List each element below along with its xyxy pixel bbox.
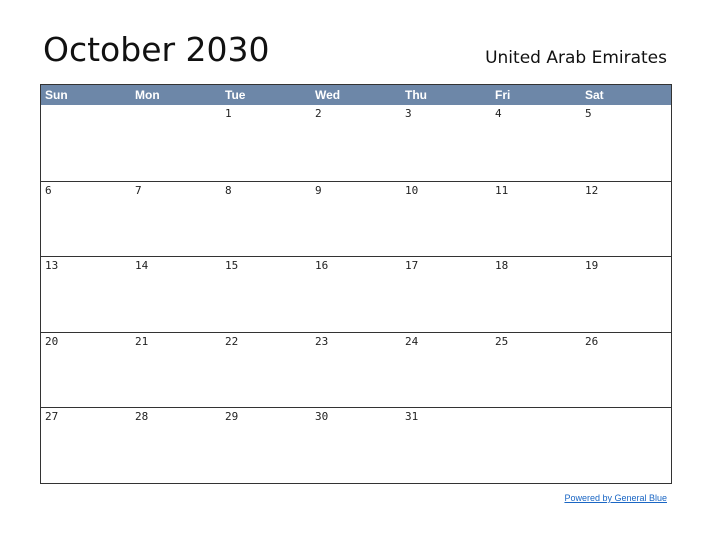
week-row-3: 13 14 15 16 17 18 19 bbox=[41, 256, 671, 332]
calendar-grid: Sun Mon Tue Wed Thu Fri Sat 1 2 3 4 5 6 … bbox=[40, 84, 672, 484]
day-cell: 6 bbox=[41, 182, 131, 257]
weekday-thu: Thu bbox=[405, 88, 427, 102]
day-cell: 2 bbox=[311, 105, 401, 181]
day-cell: 27 bbox=[41, 408, 131, 483]
day-cell: 26 bbox=[581, 333, 671, 408]
day-number: 25 bbox=[495, 334, 509, 348]
weekday-sat: Sat bbox=[585, 88, 604, 102]
day-cell: 22 bbox=[221, 333, 311, 408]
day-cell bbox=[491, 408, 581, 483]
day-number: 17 bbox=[405, 259, 419, 273]
day-number: 22 bbox=[225, 334, 239, 348]
day-cell: 12 bbox=[581, 182, 671, 257]
day-number: 16 bbox=[315, 259, 329, 273]
calendar-title: October 2030 bbox=[43, 30, 270, 69]
week-row-4: 20 21 22 23 24 25 26 bbox=[41, 331, 671, 408]
day-cell: 11 bbox=[491, 182, 581, 257]
week-row-2: 6 7 8 9 10 11 12 bbox=[41, 180, 671, 257]
day-cell: 14 bbox=[131, 257, 221, 332]
day-cell: 7 bbox=[131, 182, 221, 257]
day-number: 11 bbox=[495, 183, 509, 197]
day-cell bbox=[131, 105, 221, 181]
day-number: 7 bbox=[135, 183, 142, 197]
day-number: 29 bbox=[225, 410, 239, 424]
day-cell: 21 bbox=[131, 333, 221, 408]
day-cell: 16 bbox=[311, 257, 401, 332]
day-cell: 25 bbox=[491, 333, 581, 408]
weekday-mon: Mon bbox=[135, 88, 160, 102]
day-number: 24 bbox=[405, 334, 419, 348]
day-number: 13 bbox=[45, 259, 59, 273]
day-cell: 31 bbox=[401, 408, 491, 483]
day-number: 5 bbox=[585, 107, 592, 120]
day-number: 4 bbox=[495, 107, 502, 120]
day-cell: 9 bbox=[311, 182, 401, 257]
day-number: 3 bbox=[405, 107, 412, 120]
day-number: 8 bbox=[225, 183, 232, 197]
day-number: 2 bbox=[315, 107, 322, 120]
day-cell: 13 bbox=[41, 257, 131, 332]
day-cell: 17 bbox=[401, 257, 491, 332]
week-row-1: 1 2 3 4 5 bbox=[41, 105, 671, 181]
day-number: 27 bbox=[45, 410, 59, 424]
day-number: 9 bbox=[315, 183, 322, 197]
day-cell: 29 bbox=[221, 408, 311, 483]
powered-by-link[interactable]: Powered by General Blue bbox=[564, 493, 667, 503]
day-cell: 28 bbox=[131, 408, 221, 483]
weeks-container: 1 2 3 4 5 6 7 8 9 10 11 12 13 14 15 16 1… bbox=[41, 105, 671, 483]
day-cell: 1 bbox=[221, 105, 311, 181]
day-number: 23 bbox=[315, 334, 329, 348]
day-number: 26 bbox=[585, 334, 599, 348]
day-number: 12 bbox=[585, 183, 599, 197]
weekday-fri: Fri bbox=[495, 88, 511, 102]
weekday-header-row: Sun Mon Tue Wed Thu Fri Sat bbox=[41, 85, 671, 105]
day-number: 19 bbox=[585, 259, 599, 273]
day-cell bbox=[581, 408, 671, 483]
day-cell: 20 bbox=[41, 333, 131, 408]
day-cell: 5 bbox=[581, 105, 671, 181]
day-cell: 3 bbox=[401, 105, 491, 181]
day-cell bbox=[41, 105, 131, 181]
day-cell: 4 bbox=[491, 105, 581, 181]
day-cell: 10 bbox=[401, 182, 491, 257]
day-number: 18 bbox=[495, 259, 509, 273]
day-number: 15 bbox=[225, 259, 239, 273]
day-cell: 30 bbox=[311, 408, 401, 483]
day-cell: 18 bbox=[491, 257, 581, 332]
day-cell: 8 bbox=[221, 182, 311, 257]
day-number: 1 bbox=[225, 107, 232, 120]
day-number: 28 bbox=[135, 410, 149, 424]
day-cell: 19 bbox=[581, 257, 671, 332]
week-row-5: 27 28 29 30 31 bbox=[41, 407, 671, 483]
day-number: 14 bbox=[135, 259, 149, 273]
day-number: 31 bbox=[405, 410, 419, 424]
country-name: United Arab Emirates bbox=[485, 48, 667, 68]
day-number: 30 bbox=[315, 410, 329, 424]
weekday-tue: Tue bbox=[225, 88, 246, 102]
day-cell: 15 bbox=[221, 257, 311, 332]
weekday-sun: Sun bbox=[45, 88, 68, 102]
day-number: 21 bbox=[135, 334, 149, 348]
day-number: 20 bbox=[45, 334, 59, 348]
day-cell: 23 bbox=[311, 333, 401, 408]
day-cell: 24 bbox=[401, 333, 491, 408]
weekday-wed: Wed bbox=[315, 88, 341, 102]
day-number: 6 bbox=[45, 183, 52, 197]
day-number: 10 bbox=[405, 183, 419, 197]
